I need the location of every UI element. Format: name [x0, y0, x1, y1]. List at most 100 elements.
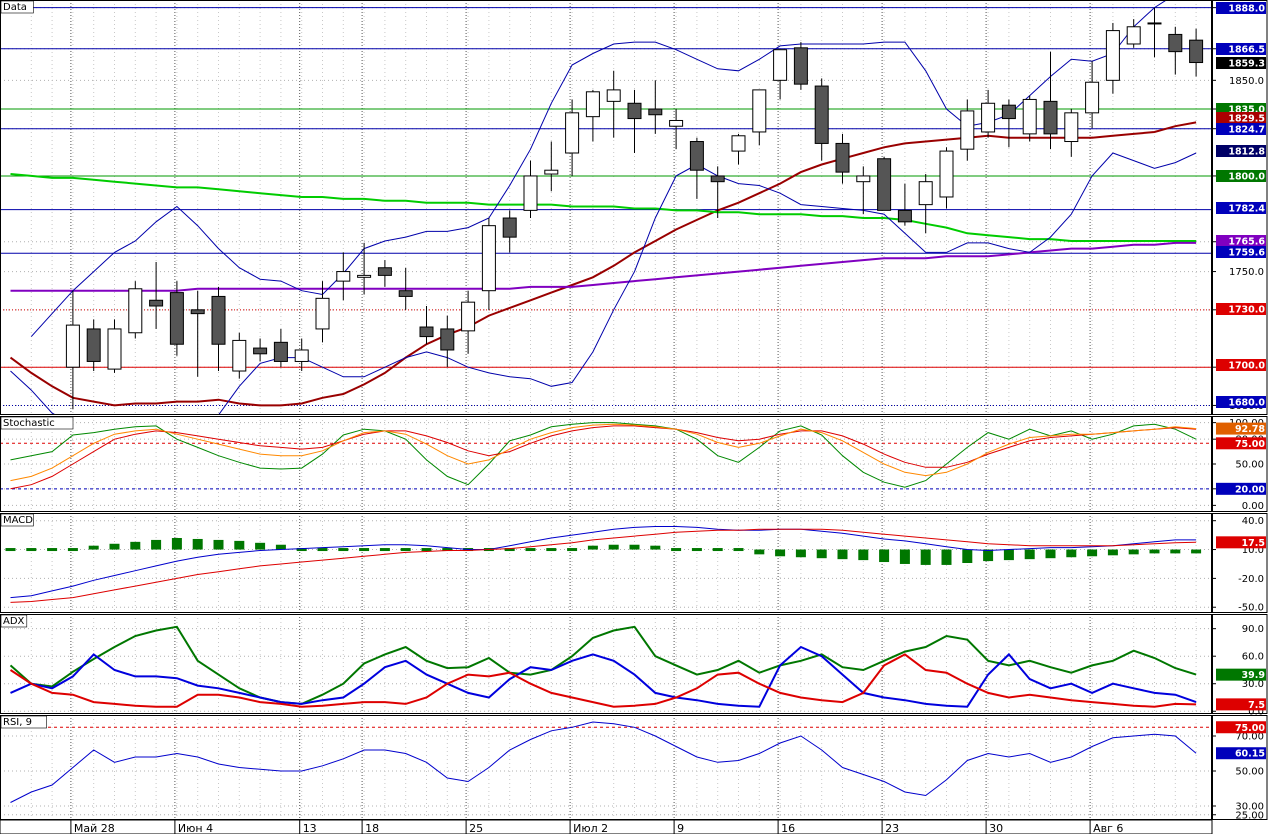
x-tick-label: 13 [303, 822, 317, 834]
histogram-bar [1107, 549, 1118, 556]
candle-up [107, 328, 122, 370]
histogram-bar [171, 538, 182, 550]
y-axis-border [1212, 614, 1268, 714]
candle-up [918, 181, 933, 206]
y-tick-label: 70.00 [1235, 732, 1264, 743]
value-label: 1824.7 [1228, 125, 1265, 136]
histogram-bar [213, 539, 224, 550]
histogram-bar [712, 548, 723, 552]
panel-title: MACD [3, 515, 33, 526]
value-label: 1700.0 [1228, 361, 1265, 372]
histogram-bar [130, 541, 141, 550]
y-tick-label: 1850.0 [1229, 76, 1264, 87]
candle-up [565, 112, 580, 154]
histogram-bar [941, 549, 952, 565]
series-di-plus [10, 645, 1197, 708]
histogram-bar [255, 542, 266, 550]
histogram-bar [317, 548, 328, 552]
panel-plot-area [0, 416, 1212, 512]
candle-down [502, 217, 517, 238]
value-label-box [1216, 202, 1266, 214]
value-label-box [1216, 359, 1266, 371]
candle-down [835, 142, 850, 173]
y-tick-label: 40.0 [1242, 516, 1264, 527]
histogram-bar [442, 548, 453, 552]
candle-up [1126, 26, 1141, 45]
value-label: 17.5 [1242, 538, 1265, 549]
panel-border [0, 0, 1212, 415]
value-label: 1859.3 [1228, 59, 1265, 70]
value-label: 1835.0 [1228, 105, 1265, 116]
y-tick-label: -50.0 [1238, 603, 1264, 614]
panel-plot-area [0, 0, 1212, 415]
y-axis-border [1212, 513, 1268, 613]
candle-up [336, 271, 351, 282]
value-label: 1800.0 [1228, 172, 1265, 183]
x-tick-label: 16 [781, 822, 795, 834]
candle-down [627, 102, 642, 120]
value-label-box [1216, 112, 1266, 124]
y-tick-label: 50.00 [1235, 460, 1264, 471]
value-label: 1759.6 [1228, 248, 1265, 259]
histogram-bar [858, 549, 869, 561]
candle-up [461, 301, 476, 332]
candle-down [897, 209, 912, 223]
value-label-box [1216, 43, 1266, 55]
y-tick-label: 10.0 [1242, 545, 1264, 556]
candle-down [211, 295, 226, 345]
panel-title-box [0, 0, 34, 14]
histogram-bar [795, 549, 806, 558]
candle-up [960, 110, 975, 150]
series-macd [10, 526, 1197, 599]
series-ma-200 [10, 173, 1197, 242]
plot-background [0, 715, 1212, 820]
histogram-bar [1045, 549, 1056, 559]
value-label-box [1216, 57, 1266, 69]
candle-up [752, 89, 767, 133]
panel-title: Data [3, 2, 27, 13]
panel-border [0, 416, 1212, 512]
candle-up [731, 135, 746, 152]
histogram-bar [691, 548, 702, 552]
series-di-minus [9, 653, 1197, 708]
candle-down [377, 267, 392, 276]
panel-title-box [0, 715, 47, 729]
histogram-bar [587, 545, 598, 550]
candle-up [523, 175, 538, 211]
value-label: 1765.6 [1228, 237, 1265, 248]
y-tick-label: 90.0 [1242, 624, 1264, 635]
plot-background [0, 513, 1212, 613]
candle-up [1064, 112, 1079, 143]
series-ma-100 [10, 241, 1197, 292]
candle-up [232, 339, 247, 372]
series-bollinger-lower [10, 152, 1197, 415]
histogram-bar [1087, 549, 1098, 557]
value-label-box [1216, 668, 1266, 681]
candle-down [86, 328, 101, 362]
panel-adx: ADX 0.0 30.0 60.0 90.0 39.9 7.5 [0, 614, 1268, 718]
candle-up [65, 324, 80, 368]
candle-down [1168, 33, 1183, 53]
value-label-box [1216, 246, 1266, 258]
x-axis: Май 28 Июн 4 13 18 25 Июл 2 9 16 23 30 Авг 6 [0, 819, 1213, 834]
candle-down [419, 326, 434, 338]
histogram-bar [379, 548, 390, 552]
candle-down [273, 341, 288, 362]
value-label: 1730.0 [1228, 305, 1265, 316]
histogram-bar [1128, 549, 1139, 555]
histogram-bar [899, 549, 910, 564]
series-ma-20 [9, 121, 1197, 407]
histogram-bar [421, 548, 432, 552]
histogram-bar [192, 538, 203, 550]
candle-down [190, 309, 205, 315]
candle-down [1043, 100, 1058, 135]
candle-up [128, 288, 143, 334]
value-label-box [1216, 235, 1266, 247]
candle-down [149, 299, 164, 307]
x-tick-label: 30 [989, 822, 1003, 834]
histogram-bar [234, 540, 245, 550]
value-label: 1866.5 [1228, 45, 1265, 56]
candle-up [1022, 98, 1037, 135]
value-label-box [1216, 303, 1266, 315]
histogram-bar [837, 549, 848, 560]
